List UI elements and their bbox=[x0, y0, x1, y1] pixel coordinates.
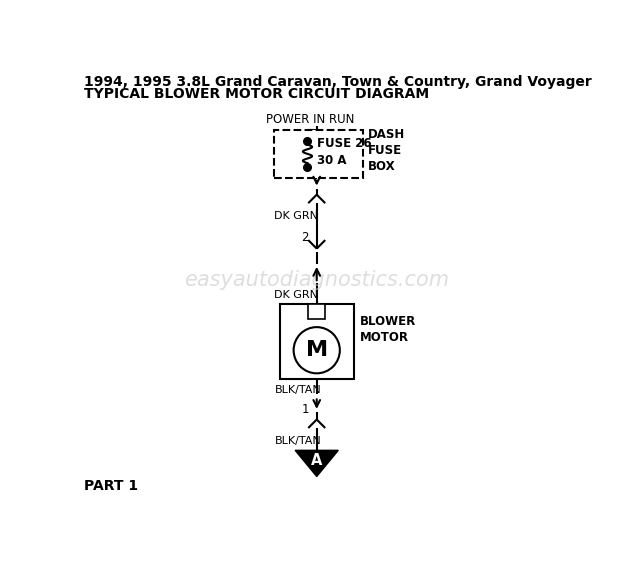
Text: BLK/TAN: BLK/TAN bbox=[274, 385, 321, 395]
Text: BLK/TAN: BLK/TAN bbox=[274, 436, 321, 446]
Text: M: M bbox=[306, 340, 328, 360]
Text: 1994, 1995 3.8L Grand Caravan, Town & Country, Grand Voyager: 1994, 1995 3.8L Grand Caravan, Town & Co… bbox=[84, 75, 592, 88]
Text: TYPICAL BLOWER MOTOR CIRCUIT DIAGRAM: TYPICAL BLOWER MOTOR CIRCUIT DIAGRAM bbox=[84, 87, 430, 101]
Text: BLOWER
MOTOR: BLOWER MOTOR bbox=[360, 315, 416, 344]
Text: FUSE 26
30 A: FUSE 26 30 A bbox=[317, 137, 371, 168]
Text: DK GRN: DK GRN bbox=[274, 211, 318, 221]
Circle shape bbox=[294, 327, 340, 373]
Bar bbox=[308, 304, 325, 319]
Polygon shape bbox=[295, 450, 338, 477]
Bar bbox=[280, 304, 353, 380]
Text: A: A bbox=[311, 453, 323, 468]
Text: PART 1: PART 1 bbox=[84, 479, 138, 494]
Text: easyautodiagnostics.com: easyautodiagnostics.com bbox=[184, 270, 449, 290]
Text: 2: 2 bbox=[302, 231, 309, 244]
Text: 1: 1 bbox=[302, 404, 309, 417]
Text: DK GRN: DK GRN bbox=[274, 290, 318, 300]
Text: POWER IN RUN: POWER IN RUN bbox=[266, 113, 355, 126]
Bar bbox=[274, 130, 363, 178]
Text: DASH
FUSE
BOX: DASH FUSE BOX bbox=[368, 128, 405, 173]
